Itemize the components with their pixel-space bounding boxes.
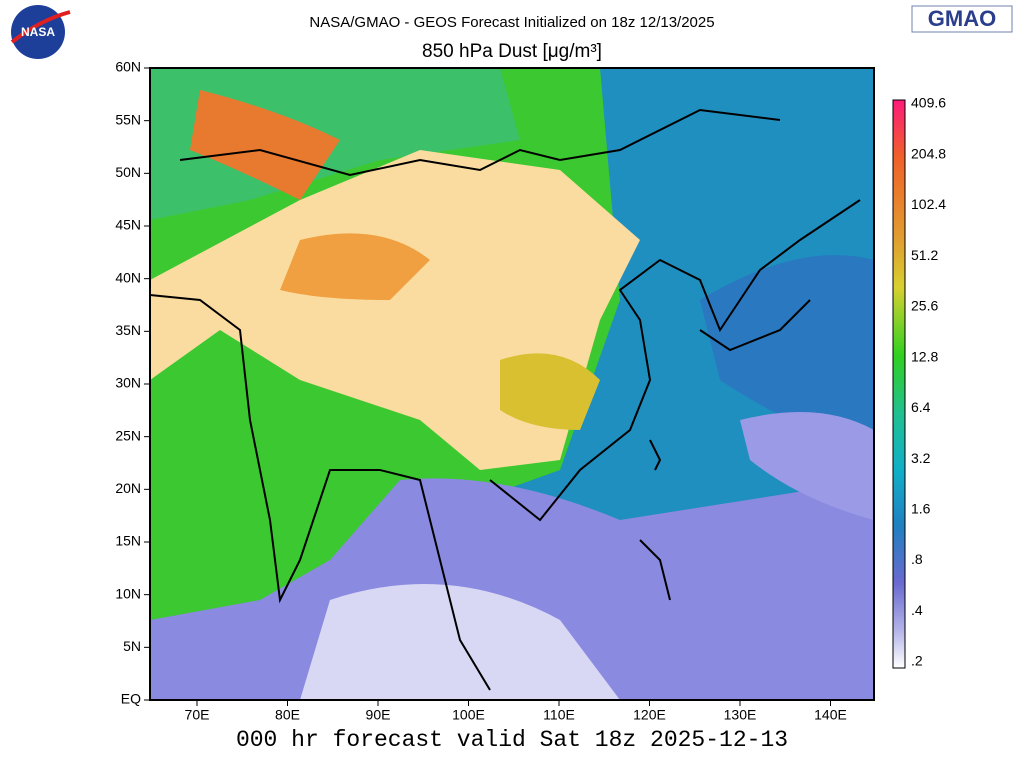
footer-caption: 000 hr forecast valid Sat 18z 2025-12-13 [236,727,788,753]
colorbar-label: 204.8 [911,145,946,161]
lon-label: 120E [633,707,666,723]
lat-label: 5N [123,638,141,654]
coastlines [150,108,861,691]
nasa-logo: NASA [10,5,71,59]
lat-label: EQ [121,691,141,707]
colorbar-label: 409.6 [911,95,946,111]
lat-label: 60N [115,59,141,75]
lon-label: 100E [452,707,485,723]
map-title: 850 hPa Dust [μg/m³] [422,41,602,62]
gmao-logo: GMAO [911,5,1013,33]
colorbar-label: 102.4 [911,196,946,212]
lon-label: 80E [275,707,300,723]
lon-axis: 70E 80E 90E 100E 110E 120E 130E 140E [185,700,847,723]
colorbar-label: .8 [911,551,923,567]
lon-label: 70E [185,707,210,723]
colorbar-label: 3.2 [911,450,931,466]
lat-label: 55N [115,111,141,127]
lon-label: 130E [724,707,757,723]
colorbar-label: 12.8 [911,348,938,364]
lat-axis: 60N 55N 50N 45N 40N 35N 30N 25N 20N 15N 10N 5N EQ [115,59,150,707]
logo-text: NASA [21,25,55,39]
colorbar [892,99,906,669]
lat-label: 20N [115,480,141,496]
dust-field [150,68,874,700]
colorbar-label: .2 [911,653,923,669]
colorbar-labels: 409.6 204.8 102.4 51.2 25.6 12.8 6.4 3.2 1.6 .8 .4… [911,95,946,669]
lat-label: 25N [115,427,141,443]
lon-label: 90E [366,707,391,723]
logo-text: GMAO [928,6,996,31]
colorbar-label: 25.6 [911,298,938,314]
colorbar-label: 6.4 [911,399,931,415]
lon-label: 140E [814,707,847,723]
colorbar-label: 1.6 [911,501,931,517]
lat-label: 40N [115,269,141,285]
colorbar-label: 51.2 [911,247,938,263]
lon-label: 110E [543,707,575,723]
lat-label: 50N [115,164,141,180]
lat-label: 15N [115,533,141,549]
lat-label: 45N [115,217,141,233]
header-line: NASA/GMAO - GEOS Forecast Initialized on… [309,14,714,31]
lat-label: 30N [115,375,141,391]
lat-label: 10N [115,585,141,601]
lat-label: 35N [115,322,141,338]
colorbar-label: .4 [911,602,923,618]
